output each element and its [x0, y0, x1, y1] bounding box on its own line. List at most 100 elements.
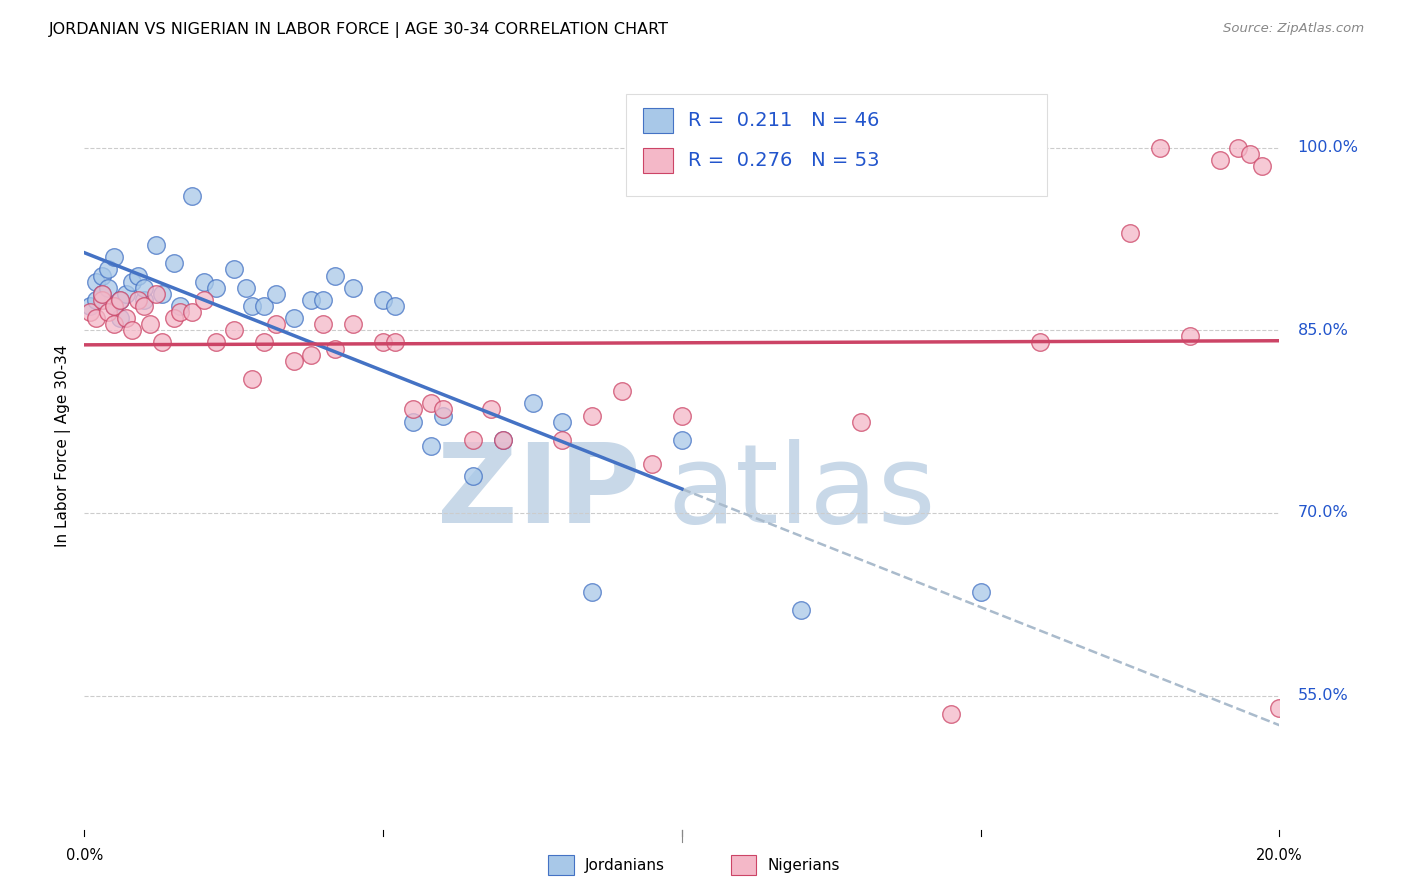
Point — [851, 415, 873, 429]
Point — [115, 311, 138, 326]
Point — [342, 317, 364, 331]
Point — [461, 469, 484, 483]
Point — [301, 348, 323, 362]
Text: 70.0%: 70.0% — [1298, 506, 1348, 520]
Point — [432, 402, 454, 417]
Point — [91, 286, 114, 301]
Point — [86, 293, 108, 307]
Point — [479, 402, 502, 417]
Point — [240, 299, 263, 313]
Point — [301, 293, 323, 307]
Point — [461, 433, 484, 447]
Point — [551, 433, 574, 447]
Point — [551, 415, 574, 429]
Point — [193, 293, 215, 307]
Point — [97, 281, 120, 295]
Text: 20.0%: 20.0% — [1256, 847, 1303, 863]
Text: R =  0.211   N = 46: R = 0.211 N = 46 — [688, 111, 879, 130]
Point — [132, 281, 156, 295]
Point — [1239, 146, 1261, 161]
Point — [91, 293, 114, 307]
Point — [132, 299, 156, 313]
Point — [205, 335, 228, 350]
Point — [581, 585, 603, 599]
Point — [970, 585, 993, 599]
Text: JORDANIAN VS NIGERIAN IN LABOR FORCE | AGE 30-34 CORRELATION CHART: JORDANIAN VS NIGERIAN IN LABOR FORCE | A… — [49, 22, 669, 38]
Point — [1226, 141, 1249, 155]
Point — [222, 323, 245, 337]
Point — [1178, 329, 1201, 343]
Point — [139, 317, 162, 331]
Point — [1209, 153, 1232, 167]
Point — [384, 335, 406, 350]
Text: ZIP: ZIP — [437, 439, 640, 546]
Point — [492, 433, 515, 447]
Point — [150, 335, 173, 350]
Point — [264, 286, 287, 301]
Point — [169, 305, 191, 319]
Point — [1119, 226, 1142, 240]
Point — [127, 293, 149, 307]
Point — [163, 256, 186, 270]
Point — [312, 293, 335, 307]
Point — [132, 293, 156, 307]
Point — [127, 268, 149, 283]
Point — [115, 286, 138, 301]
Text: Nigerians: Nigerians — [768, 858, 841, 872]
Point — [342, 281, 364, 295]
Point — [641, 457, 664, 471]
Point — [110, 293, 132, 307]
Point — [103, 250, 125, 264]
Point — [91, 286, 114, 301]
Point — [121, 275, 143, 289]
Text: 100.0%: 100.0% — [1298, 140, 1358, 155]
Text: 85.0%: 85.0% — [1298, 323, 1348, 338]
Point — [110, 293, 132, 307]
Point — [325, 268, 347, 283]
Point — [1268, 700, 1291, 714]
Text: 0.0%: 0.0% — [66, 847, 103, 863]
Point — [402, 402, 425, 417]
Point — [163, 311, 186, 326]
Point — [253, 299, 276, 313]
Point — [145, 286, 167, 301]
Point — [150, 286, 173, 301]
Point — [522, 396, 544, 410]
Point — [420, 396, 443, 410]
Point — [373, 293, 395, 307]
Point — [283, 353, 305, 368]
Point — [181, 305, 204, 319]
Point — [402, 415, 425, 429]
Point — [373, 335, 395, 350]
Point — [240, 372, 263, 386]
Point — [420, 439, 443, 453]
Point — [581, 409, 603, 423]
Point — [169, 299, 191, 313]
Point — [671, 433, 693, 447]
Point — [79, 305, 101, 319]
Point — [939, 706, 962, 721]
Point — [1250, 159, 1272, 173]
Text: atlas: atlas — [668, 439, 935, 546]
Point — [253, 335, 276, 350]
Point — [79, 299, 101, 313]
Point — [264, 317, 287, 331]
Text: R =  0.276   N = 53: R = 0.276 N = 53 — [688, 151, 879, 170]
Point — [145, 238, 167, 252]
Point — [1149, 141, 1171, 155]
Point — [790, 603, 813, 617]
Point — [325, 342, 347, 356]
Point — [432, 409, 454, 423]
Point — [235, 281, 257, 295]
Point — [110, 311, 132, 326]
Point — [193, 275, 215, 289]
Point — [103, 299, 125, 313]
Point — [312, 317, 335, 331]
Point — [91, 268, 114, 283]
Point — [97, 305, 120, 319]
Point — [222, 262, 245, 277]
Text: Source: ZipAtlas.com: Source: ZipAtlas.com — [1223, 22, 1364, 36]
Point — [1029, 335, 1052, 350]
Point — [384, 299, 406, 313]
Point — [181, 189, 204, 203]
